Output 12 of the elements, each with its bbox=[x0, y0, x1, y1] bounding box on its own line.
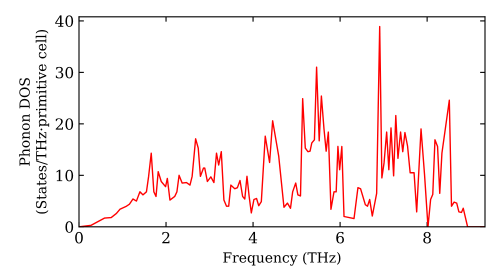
x-tick-label: 6 bbox=[336, 232, 344, 244]
x-axis-title: Frequency (THz) bbox=[223, 252, 340, 266]
x-tick-label: 0 bbox=[75, 232, 83, 244]
x-tick-label: 2 bbox=[162, 232, 170, 244]
y-tick-label: 20 bbox=[56, 118, 74, 130]
y-tick-label: 10 bbox=[56, 170, 74, 182]
y-tick-label: 0 bbox=[65, 221, 74, 233]
x-tick-label: 8 bbox=[423, 232, 431, 244]
x-tick-label: 4 bbox=[248, 232, 258, 244]
y-tick-label: 30 bbox=[56, 66, 74, 78]
y-tick-label: 40 bbox=[55, 15, 74, 27]
y-axis-title: Phonon DOS (States/THz·primitive cell) bbox=[19, 30, 50, 214]
